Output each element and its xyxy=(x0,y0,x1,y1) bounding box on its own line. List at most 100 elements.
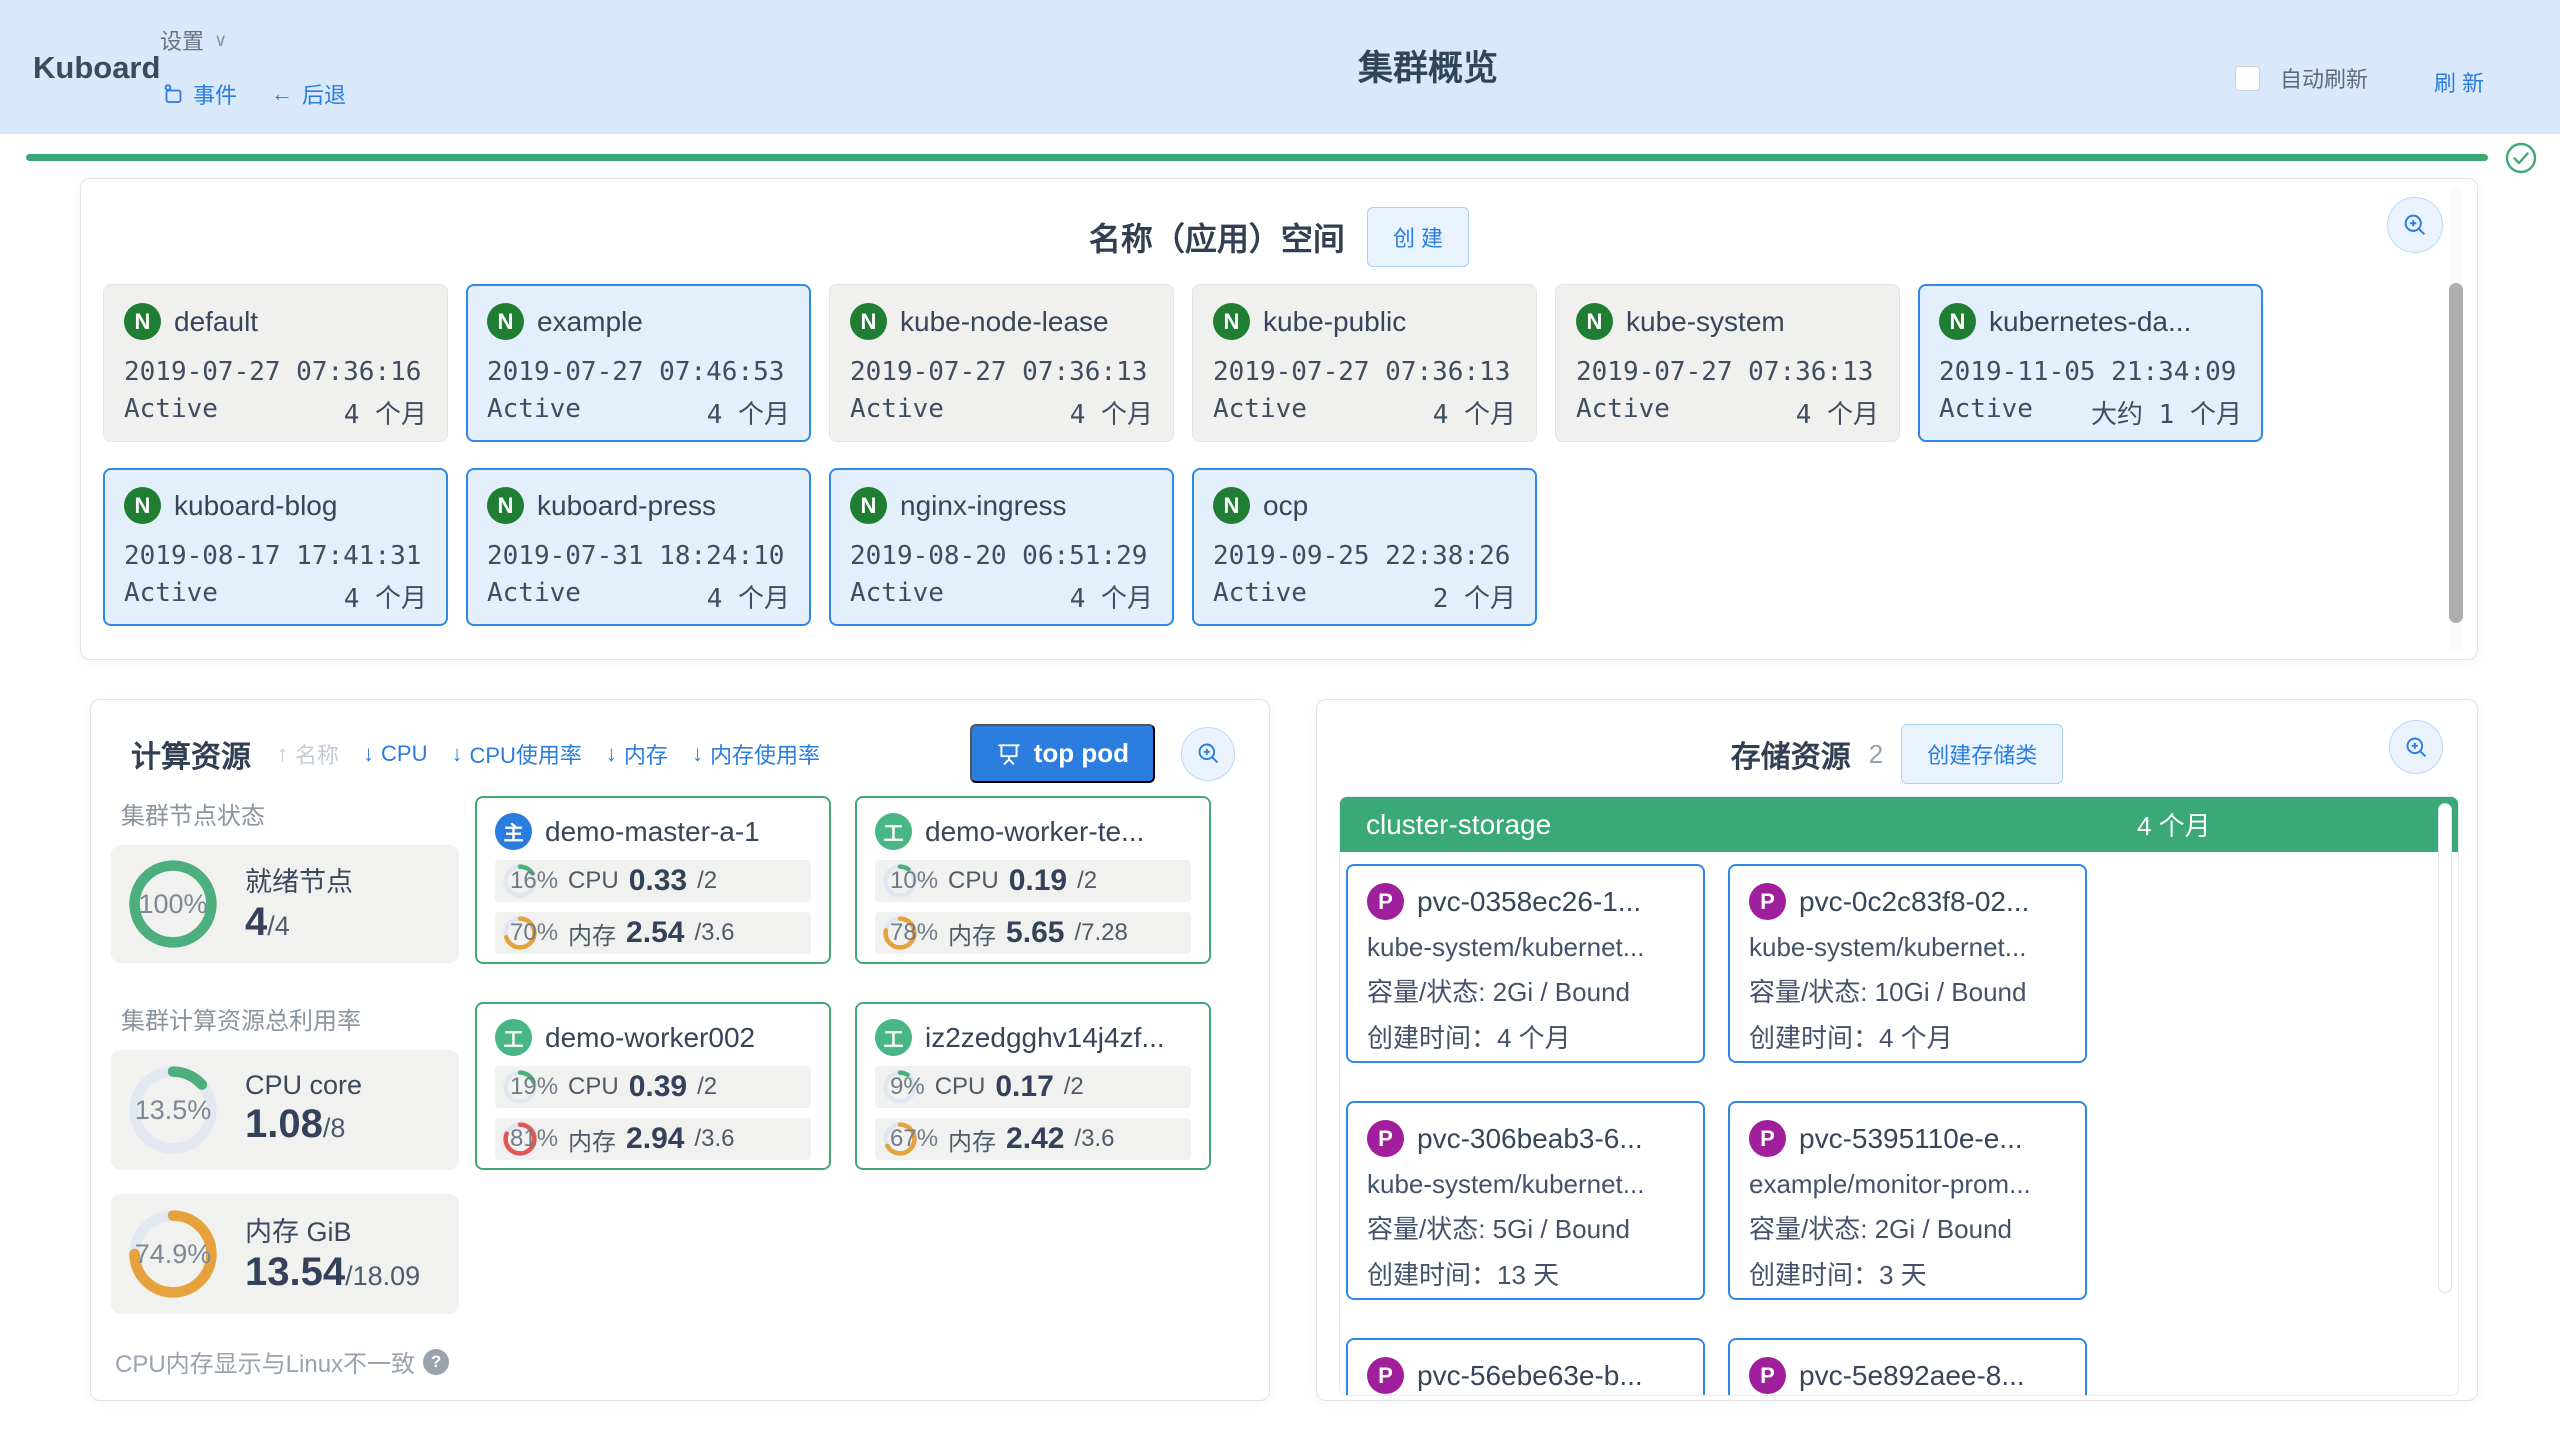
status-divider-line xyxy=(26,154,2488,161)
cpu-mini-gauge xyxy=(882,1069,918,1105)
help-link-scheduling[interactable]: CPU内存使用低却无法调度? xyxy=(115,1395,459,1400)
sort-desc-icon: ↓ xyxy=(605,740,617,766)
namespaces-panel-header: 名称（应用）空间 创 建 xyxy=(81,179,2477,267)
node-card-demo-master-a-1[interactable]: 主 demo-master-a-1 16% CPU 0.33/2 70% 内存 2.54/… xyxy=(475,796,831,964)
namespace-icon: N xyxy=(124,303,161,340)
memory-mini-gauge xyxy=(502,1121,538,1157)
memory-total-card: 74.9% 内存 GiB 13.54/18.09 xyxy=(111,1194,459,1314)
pvc-ref: kube-system/kubernet... xyxy=(1749,932,2027,962)
kuboard-logo[interactable]: Kuboard xyxy=(33,50,161,85)
sort-by-cpu[interactable]: ↓ CPU xyxy=(363,740,428,766)
create-namespace-button[interactable]: 创 建 xyxy=(1366,207,1470,267)
namespace-icon: N xyxy=(1576,303,1613,340)
namespaces-zoom-button[interactable] xyxy=(2387,197,2443,253)
compute-zoom-button[interactable] xyxy=(1181,726,1235,781)
pvc-created: 创建时间：13 天 xyxy=(1367,1260,1560,1290)
memory-mini-gauge xyxy=(882,1121,918,1157)
refresh-button[interactable]: 刷 新 xyxy=(2434,71,2485,96)
sort-by-name[interactable]: ↑ 名称 xyxy=(277,740,340,768)
node-memory-row: 70% 内存 2.54/3.6 xyxy=(495,912,811,954)
namespace-icon: N xyxy=(850,487,887,524)
namespace-created: 2019-07-27 07:36:13 xyxy=(850,357,1148,387)
pvc-ref: example/monitor-prom... xyxy=(1749,1169,2031,1199)
node-card-iz2zedgghv[interactable]: 工 iz2zedgghv14j4zf... 9% CPU 0.17/2 67% 内存 2.… xyxy=(855,1002,1211,1170)
namespace-age: 大约 1 个月 xyxy=(2091,400,2242,430)
pvc-ref: kube-system/kubernet... xyxy=(1367,1169,1645,1199)
sort-by-cpu-usage[interactable]: ↓ CPU使用率 xyxy=(451,740,582,768)
pvc-capacity-status: 容量/状态: 5Gi / Bound xyxy=(1367,1214,1630,1244)
sort-by-memory[interactable]: ↓ 内存 xyxy=(605,740,668,768)
events-link[interactable]: 事件 xyxy=(162,78,237,110)
auto-refresh-control: 自动刷新 xyxy=(2235,62,2368,94)
namespace-created: 2019-11-05 21:34:09 xyxy=(1939,357,2237,387)
node-card-demo-worker002[interactable]: 工 demo-worker002 19% CPU 0.39/2 81% 内存 2.94/3… xyxy=(475,1002,831,1170)
worker-node-icon: 工 xyxy=(875,813,912,850)
namespace-age: 4 个月 xyxy=(1432,400,1516,430)
events-label: 事件 xyxy=(193,83,238,108)
back-link[interactable]: ← 后退 xyxy=(271,78,346,110)
help-link-cpu-display[interactable]: CPU内存显示与Linux不一致? xyxy=(115,1344,459,1379)
namespace-created: 2019-07-27 07:36:13 xyxy=(1213,357,1511,387)
node-cpu-row: 16% CPU 0.33/2 xyxy=(495,860,811,902)
namespace-status: Active xyxy=(1939,394,2033,424)
namespace-name: kuboard-press xyxy=(537,489,716,521)
create-storage-class-button[interactable]: 创建存储类 xyxy=(1901,724,2064,784)
app-header: Kuboard 设置 ∨ 事件 ← 后退 集群概览 自动刷新 刷 新 xyxy=(0,0,2560,134)
namespaces-scrollbar-thumb[interactable] xyxy=(2449,283,2463,623)
ready-nodes-title: 就绪节点 xyxy=(245,866,353,897)
storage-zoom-button[interactable] xyxy=(2389,720,2443,774)
pvc-name: pvc-0358ec26-1... xyxy=(1417,885,1642,917)
events-icon xyxy=(164,84,182,103)
storage-class-header[interactable]: cluster-storage 4 个月 xyxy=(1340,797,2458,852)
auto-refresh-label: 自动刷新 xyxy=(2280,67,2369,92)
node-cpu-row: 9% CPU 0.17/2 xyxy=(875,1066,1191,1108)
pvc-icon: P xyxy=(1367,1120,1404,1157)
pvc-icon: P xyxy=(1367,883,1404,920)
page-title: 集群概览 xyxy=(1358,49,1499,88)
storage-scrollbar-thumb[interactable] xyxy=(2438,803,2452,1293)
sort-desc-icon: ↓ xyxy=(363,740,375,766)
namespace-age: 2 个月 xyxy=(1432,584,1516,614)
auto-refresh-checkbox[interactable] xyxy=(2235,65,2260,91)
namespace-name: default xyxy=(174,305,259,337)
memory-mini-gauge xyxy=(502,915,538,951)
compute-resources-panel: 计算资源 ↑ 名称 ↓ CPU ↓ CPU使用率 ↓ 内存 ↓ 内存使用率 top pod xyxy=(90,699,1270,1401)
namespace-age: 4 个月 xyxy=(1069,400,1153,430)
top-pod-button[interactable]: top pod xyxy=(969,724,1155,783)
settings-menu[interactable]: 设置 ∨ xyxy=(160,24,227,56)
settings-label: 设置 xyxy=(160,29,205,54)
node-memory-row: 78% 内存 5.65/7.28 xyxy=(875,912,1191,954)
namespace-icon: N xyxy=(487,487,524,524)
pvc-icon: P xyxy=(1749,883,1786,920)
namespace-icon: N xyxy=(850,303,887,340)
namespace-age: 4 个月 xyxy=(706,584,790,614)
sort-by-memory-usage[interactable]: ↓ 内存使用率 xyxy=(691,740,820,768)
node-status-card: 100% 就绪节点 4/4 xyxy=(111,845,459,963)
back-label: 后退 xyxy=(302,83,347,108)
utilization-label: 集群计算资源总利用率 xyxy=(121,1008,361,1035)
namespace-icon: N xyxy=(1213,487,1250,524)
node-cpu-row: 19% CPU 0.39/2 xyxy=(495,1066,811,1108)
node-card-demo-worker-te[interactable]: 工 demo-worker-te... 10% CPU 0.19/2 78% 内存 5.6… xyxy=(855,796,1211,964)
node-cards-grid: 主 demo-master-a-1 16% CPU 0.33/2 70% 内存 2.54/… xyxy=(475,796,1211,1170)
namespace-name: kuboard-blog xyxy=(174,489,338,521)
